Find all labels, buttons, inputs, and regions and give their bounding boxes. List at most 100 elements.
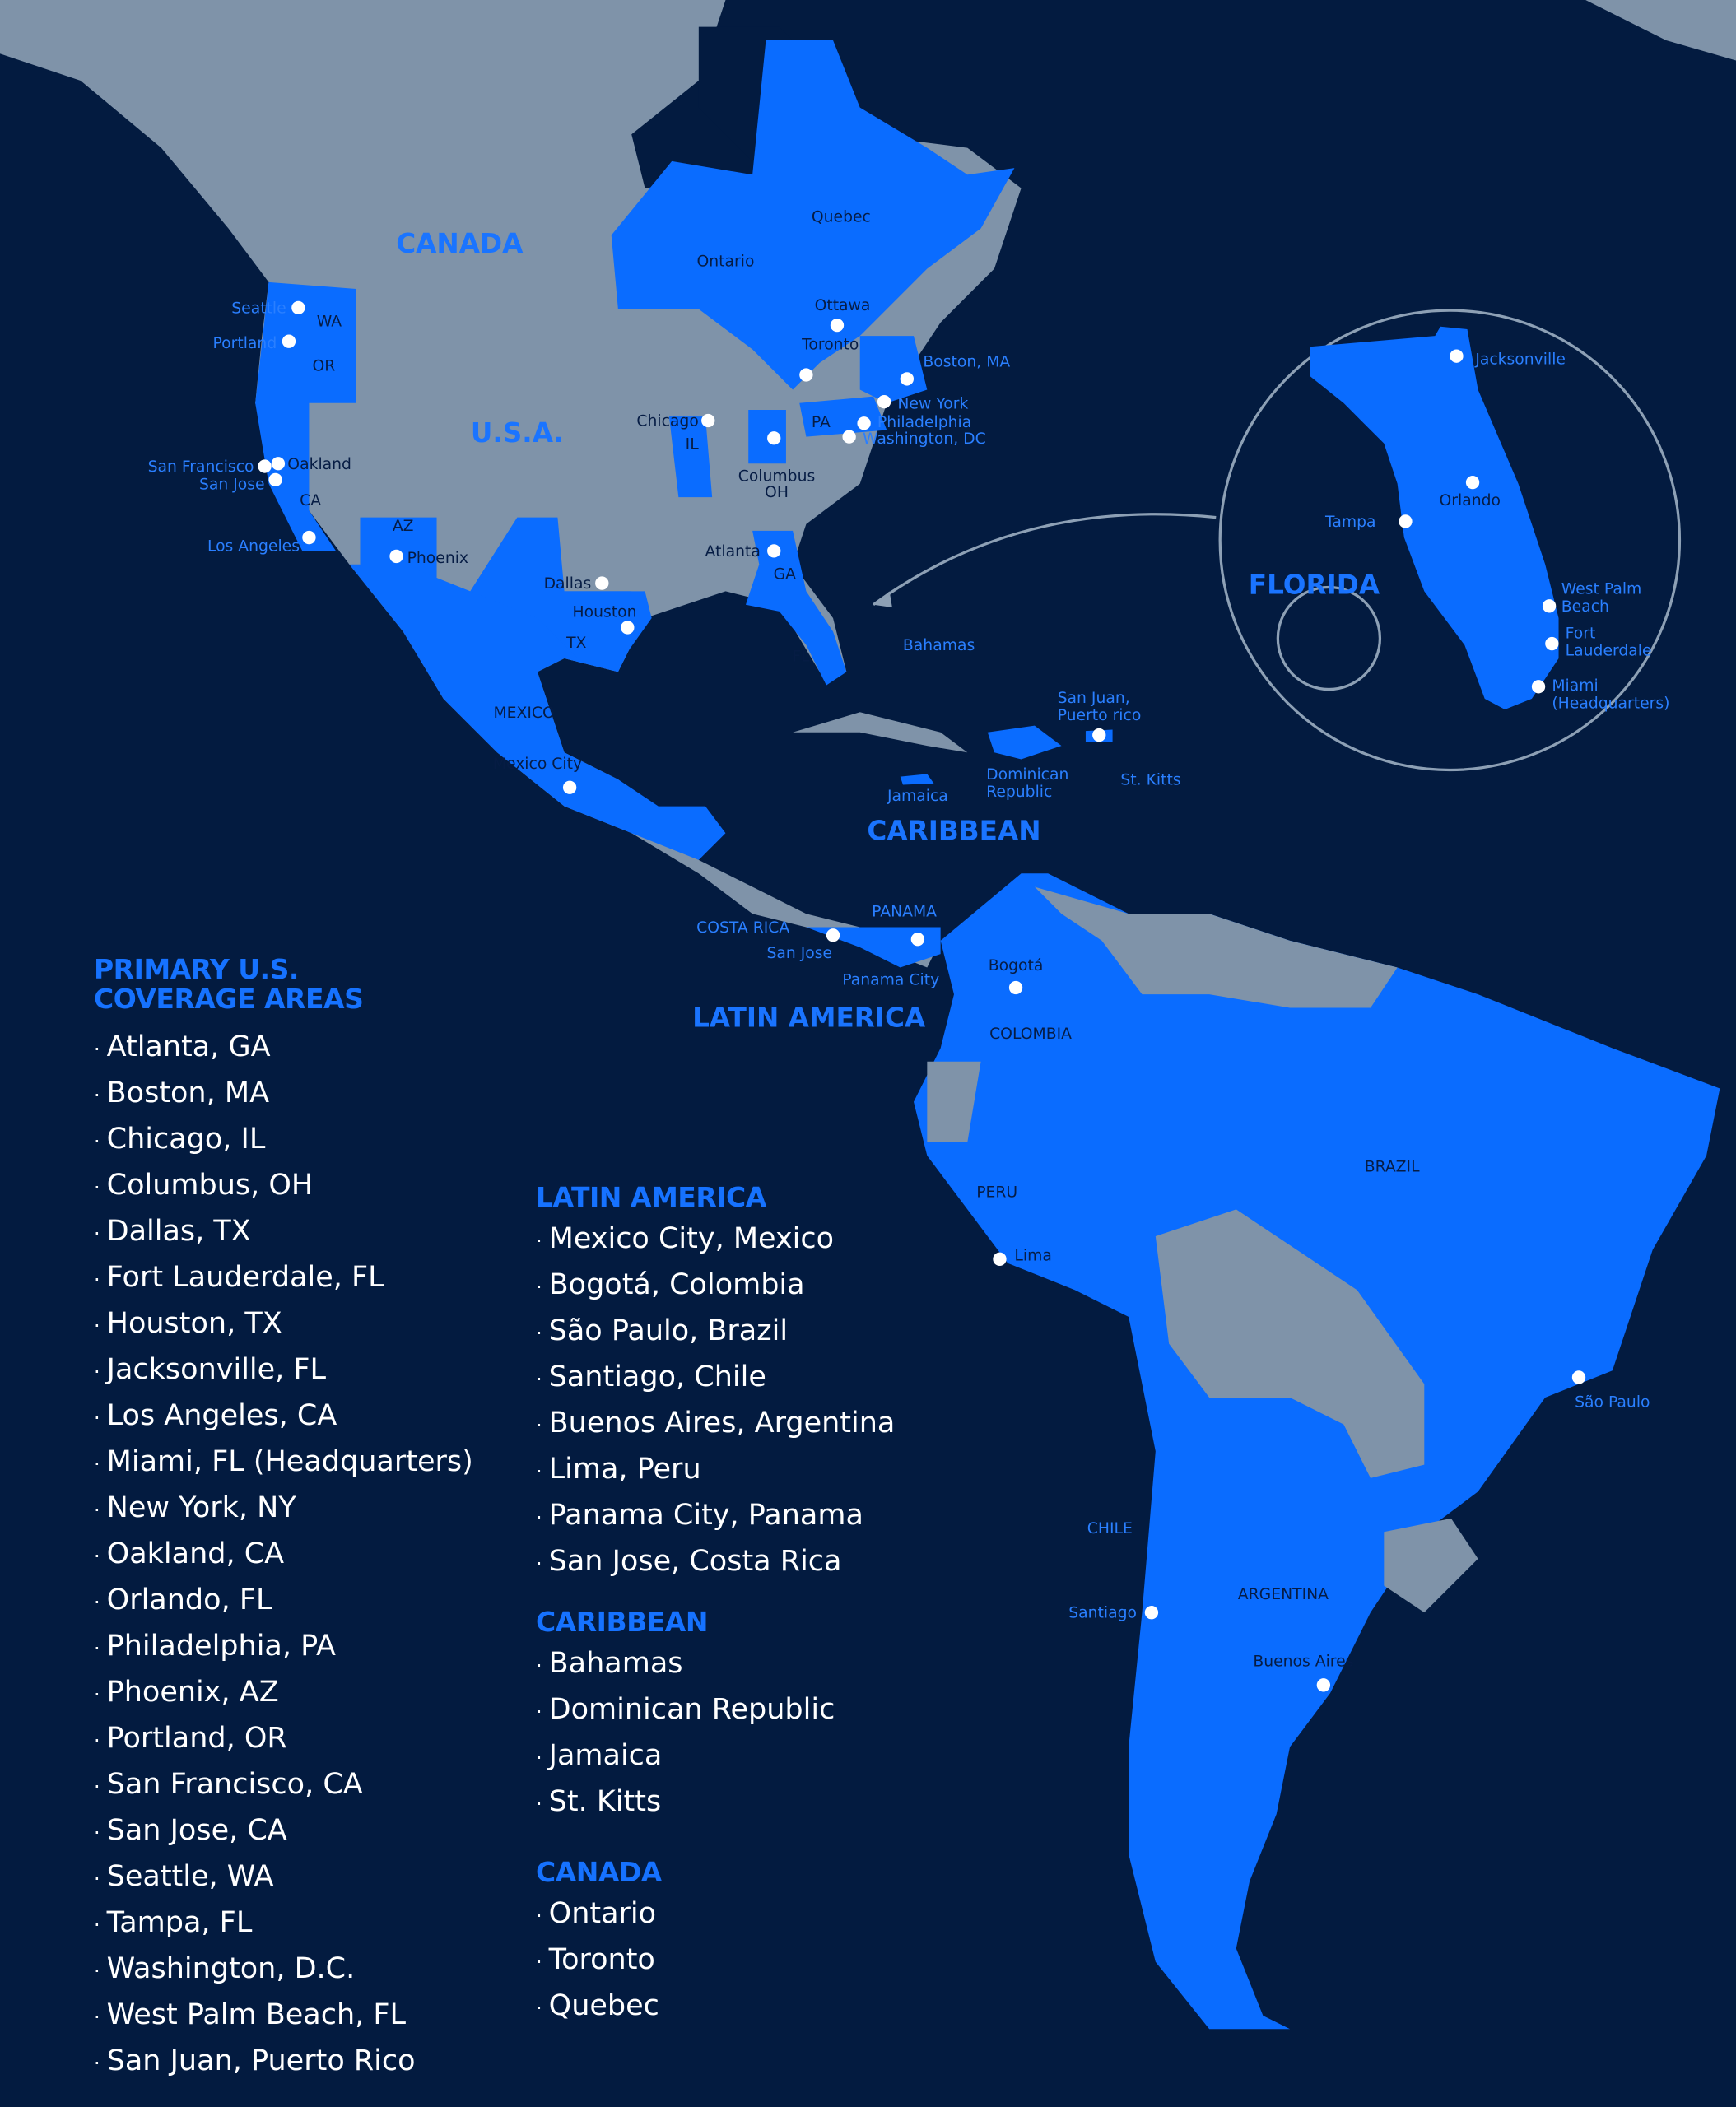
map-label: IL xyxy=(686,435,700,453)
map-label: Jamaica xyxy=(887,788,948,805)
bullet-icon: · xyxy=(536,1322,542,1345)
bullet-icon: · xyxy=(94,1130,100,1153)
legend-item-label: Portland, OR xyxy=(106,1722,287,1755)
city-marker-icon xyxy=(900,372,914,386)
bullet-icon: · xyxy=(536,1747,542,1770)
legend-item-label: Jacksonville, FL xyxy=(106,1353,327,1386)
legend-item: · Bahamas xyxy=(536,1642,835,1688)
city-marker-icon xyxy=(799,368,813,382)
city-marker-icon xyxy=(910,933,925,947)
legend-item: · São Paulo, Brazil xyxy=(536,1309,895,1356)
legend-item-label: Quebec xyxy=(548,1989,659,2022)
inset-label: Fort xyxy=(1566,626,1596,643)
legend-us-title-line2: COVERAGE AREAS xyxy=(94,983,364,1015)
illinois-coverage xyxy=(668,416,713,498)
legend-item: · Columbus, OH xyxy=(94,1164,473,1210)
map-label: OR xyxy=(312,358,335,375)
bullet-icon: · xyxy=(536,1414,542,1437)
legend-item-label: Lima, Peru xyxy=(548,1453,701,1486)
city-marker-icon xyxy=(830,318,845,333)
legend-item: · Los Angeles, CA xyxy=(94,1394,473,1440)
legend-item-label: West Palm Beach, FL xyxy=(106,1998,407,2031)
map-label: Buenos Aires xyxy=(1253,1653,1353,1670)
bullet-icon: · xyxy=(94,1867,100,1891)
legend-item-label: Columbus, OH xyxy=(106,1169,314,1202)
inset-label: Lauderdale xyxy=(1566,643,1652,660)
legend-item: · St. Kitts xyxy=(536,1780,835,1826)
legend-item-label: Dallas, TX xyxy=(106,1215,251,1248)
bullet-icon: · xyxy=(94,2052,100,2075)
map-label: St. Kitts xyxy=(1120,771,1180,788)
map-label: Philadelphia xyxy=(877,414,971,431)
legend-item-label: Chicago, IL xyxy=(106,1123,266,1156)
map-label: Quebec xyxy=(812,208,871,226)
city-marker-icon xyxy=(857,416,871,430)
map-label: Toronto xyxy=(801,336,859,353)
legend-item: · Jacksonville, FL xyxy=(94,1348,473,1394)
map-label: WA xyxy=(317,314,342,331)
cuba xyxy=(793,712,968,753)
bullet-icon: · xyxy=(94,1222,100,1245)
legend-caribbean-title: CARIBBEAN xyxy=(536,1606,708,1638)
northeast-coverage xyxy=(859,336,928,403)
texas-coverage xyxy=(470,517,652,666)
legend-item: · San Francisco, CA xyxy=(94,1763,473,1809)
legend-item: · Quebec xyxy=(536,1984,662,2030)
inset-label: Miami xyxy=(1552,677,1598,695)
bullet-icon: · xyxy=(536,1905,542,1928)
city-marker-icon xyxy=(258,459,272,473)
map-label: Seattle xyxy=(231,300,286,317)
ontario-quebec-coverage xyxy=(611,40,1015,390)
bullet-icon: · xyxy=(94,1407,100,1430)
legend-item: · West Palm Beach, FL xyxy=(94,1993,473,2040)
legend-item: · Oakland, CA xyxy=(94,1533,473,1579)
legend-latam-list: · Mexico City, Mexico · Bogotá, Colombia · Sã… xyxy=(536,1217,895,1586)
map-label: OH xyxy=(765,484,789,501)
city-marker-icon xyxy=(877,395,891,409)
region-label: CARIBBEAN xyxy=(867,815,1040,846)
city-marker-icon xyxy=(1571,1370,1586,1384)
ohio-coverage xyxy=(748,409,786,464)
greenland xyxy=(1585,0,1736,61)
legend-us: PRIMARY U.S. COVERAGE AREAS · Atlanta, GA ·… xyxy=(94,955,473,2086)
legend-us-title: PRIMARY U.S. COVERAGE AREAS xyxy=(94,955,473,1014)
legend-item-label: Jamaica xyxy=(548,1739,663,1772)
legend-caribbean-list: · Bahamas · Dominican Republic · Jamaica · St. … xyxy=(536,1642,835,1826)
map-label: AZ xyxy=(393,518,414,535)
city-marker-icon xyxy=(1008,980,1023,995)
bullet-icon: · xyxy=(536,1700,542,1723)
legend-item-label: San Francisco, CA xyxy=(106,1768,363,1801)
legend-item: · Houston, TX xyxy=(94,1302,473,1348)
legend-item: · Seattle, WA xyxy=(94,1855,473,1901)
city-marker-icon xyxy=(389,549,403,564)
landmasses xyxy=(0,0,1736,2030)
map-label: Portland xyxy=(213,335,277,352)
map-label: Phoenix xyxy=(407,550,468,567)
legend-item: · Atlanta, GA xyxy=(94,1026,473,1072)
city-marker-icon xyxy=(621,621,635,635)
legend-item-label: Oakland, CA xyxy=(106,1537,285,1570)
uruguay xyxy=(1384,1518,1478,1613)
legend-item-label: Atlanta, GA xyxy=(106,1030,271,1063)
map-label: ARGENTINA xyxy=(1238,1586,1329,1603)
bullet-icon: · xyxy=(94,1637,100,1660)
bullet-icon: · xyxy=(536,1552,542,1575)
bullet-icon: · xyxy=(94,1591,100,1614)
city-marker-icon xyxy=(302,530,316,545)
legend-item: · Boston, MA xyxy=(94,1072,473,1118)
legend-item: · Orlando, FL xyxy=(94,1579,473,1625)
map-label: San Jose xyxy=(766,945,832,962)
region-label: CANADA xyxy=(396,228,524,259)
bullet-icon: · xyxy=(94,1499,100,1522)
legend-item: · Jamaica xyxy=(536,1734,835,1780)
map-label: Santiago xyxy=(1068,1605,1137,1622)
map-label: Houston xyxy=(573,603,637,621)
legend-item-label: Washington, D.C. xyxy=(106,1952,356,1985)
legend-item-label: New York, NY xyxy=(106,1491,296,1524)
city-marker-icon xyxy=(291,300,305,315)
bullet-icon: · xyxy=(536,1951,542,1974)
bullet-icon: · xyxy=(94,1176,100,1199)
legend-item: · Panama City, Panama xyxy=(536,1494,895,1540)
legend-item: · Tampa, FL xyxy=(94,1901,473,1947)
inset-label: (Headquarters) xyxy=(1552,695,1669,712)
